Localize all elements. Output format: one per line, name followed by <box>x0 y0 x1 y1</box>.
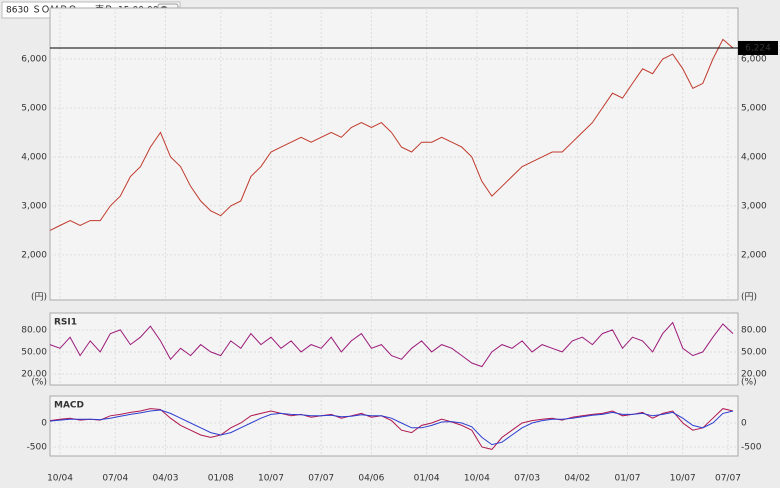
y-tick-label-right: 3,000 <box>741 201 767 211</box>
x-tick-label: 01/04 <box>414 474 440 484</box>
y-tick-label: 4,000 <box>21 152 47 162</box>
series-line <box>49 321 734 368</box>
unit-label: (円) <box>31 292 47 303</box>
x-tick-label: 07/03 <box>514 474 540 484</box>
y-tick-label: 6,000 <box>21 54 47 64</box>
x-tick-label: 04/06 <box>358 474 384 484</box>
y-tick-label: 0 <box>41 418 47 428</box>
code: 8630 <box>6 6 29 16</box>
y-tick-label-right: 2,000 <box>741 250 767 260</box>
panel <box>49 395 739 457</box>
x-tick-label: 10/07 <box>258 474 284 484</box>
unit-label: (%) <box>31 378 47 388</box>
x-tick-label: 10/07 <box>670 474 696 484</box>
y-tick-label: 3,000 <box>21 201 47 211</box>
y-tick-label: 20.00 <box>21 369 47 379</box>
series-line <box>49 409 734 446</box>
x-tick-label: 07/04 <box>102 474 128 484</box>
x-tick-label: 01/08 <box>208 474 234 484</box>
reference-label: 6,224 <box>745 43 771 53</box>
y-tick-label: 5,000 <box>21 103 47 113</box>
y-tick-label: 2,000 <box>21 250 47 260</box>
y-tick-label-right: 0 <box>741 418 747 428</box>
x-tick-label: 04/03 <box>153 474 179 484</box>
panel-title: MACD <box>54 401 84 411</box>
x-tick-label: 10/04 <box>47 474 73 484</box>
y-tick-label-right: 50.00 <box>741 347 767 357</box>
y-tick-label: -500 <box>27 443 48 453</box>
y-tick-label-right: 6,000 <box>741 54 767 64</box>
reference-label-box <box>738 40 778 55</box>
unit-label-right: (円) <box>741 292 757 303</box>
y-tick-label-right: 20.00 <box>741 369 767 379</box>
y-tick-label: 80.00 <box>21 325 47 335</box>
y-tick-label-right: 4,000 <box>741 152 767 162</box>
x-tick-label: 10/04 <box>464 474 490 484</box>
y-tick-label-right: -500 <box>741 443 762 453</box>
series-line <box>49 38 734 231</box>
x-tick-label: 04/02 <box>564 474 590 484</box>
unit-label-right: (%) <box>741 378 757 388</box>
y-tick-label-right: 5,000 <box>741 103 767 113</box>
panel-title: RSI1 <box>54 318 77 328</box>
x-tick-label: 07/07 <box>715 474 741 484</box>
x-tick-label: 07/07 <box>308 474 334 484</box>
y-tick-label: 50.00 <box>21 347 47 357</box>
x-tick-label: 01/07 <box>615 474 641 484</box>
y-tick-label-right: 80.00 <box>741 325 767 335</box>
panel <box>49 7 739 301</box>
